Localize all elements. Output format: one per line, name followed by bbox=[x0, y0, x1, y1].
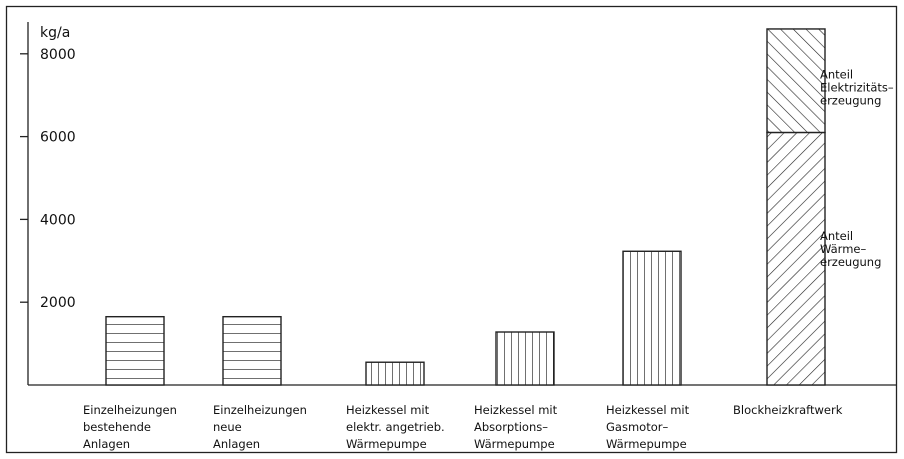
y-ticks: 2000 4000 6000 8000 bbox=[20, 47, 76, 311]
bar-elec-5 bbox=[766, 28, 826, 134]
annotation-1-1: Wärme– bbox=[820, 242, 866, 256]
category-label-3-2: Wärmepumpe bbox=[474, 437, 555, 451]
category-label-5-0: Blockheizkraftwerk bbox=[733, 403, 843, 417]
category-label-3-0: Heizkessel mit bbox=[474, 403, 558, 417]
category-label-3-1: Absorptions– bbox=[474, 420, 548, 434]
annotation-0-2: erzeugung bbox=[820, 94, 881, 108]
annotation-0-0: Anteil bbox=[820, 68, 853, 82]
annotation-0-1: Elektrizitäts– bbox=[820, 81, 894, 95]
bar-heat-1 bbox=[222, 315, 282, 386]
y-axis-unit-label: kg/a bbox=[40, 25, 70, 41]
category-label-0-0: Einzelheizungen bbox=[83, 403, 177, 417]
annotations: AnteilElektrizitäts–erzeugungAnteilWärme… bbox=[820, 68, 894, 269]
category-label-2-0: Heizkessel mit bbox=[346, 403, 430, 417]
bars bbox=[105, 28, 826, 386]
category-label-4-2: Wärmepumpe bbox=[606, 437, 687, 451]
bar-heat-2 bbox=[365, 361, 425, 386]
category-label-0-2: Anlagen bbox=[83, 437, 130, 451]
bar-heat-5 bbox=[766, 131, 826, 386]
annotation-1-0: Anteil bbox=[820, 229, 853, 243]
category-label-2-2: Wärmepumpe bbox=[346, 437, 427, 451]
y-tick-label-6000: 6000 bbox=[40, 130, 76, 146]
y-tick-label-8000: 8000 bbox=[40, 47, 76, 63]
annotation-1-2: erzeugung bbox=[820, 255, 881, 269]
bar-heat-4 bbox=[622, 250, 682, 386]
y-tick-label-2000: 2000 bbox=[40, 295, 76, 311]
category-label-4-0: Heizkessel mit bbox=[606, 403, 690, 417]
chart-frame bbox=[5, 5, 898, 454]
category-label-1-0: Einzelheizungen bbox=[213, 403, 307, 417]
bar-heat-3 bbox=[495, 331, 555, 386]
category-label-1-1: neue bbox=[213, 420, 242, 434]
y-tick-label-4000: 4000 bbox=[40, 212, 76, 228]
category-label-4-1: Gasmotor– bbox=[606, 420, 668, 434]
category-label-2-1: elektr. angetrieb. bbox=[346, 420, 445, 434]
category-labels: Einzelheizungen bestehende Anlagen Einzelhe… bbox=[83, 403, 843, 451]
category-label-0-1: bestehende bbox=[83, 420, 151, 434]
bar-heat-0 bbox=[105, 315, 165, 386]
category-label-1-2: Anlagen bbox=[213, 437, 260, 451]
